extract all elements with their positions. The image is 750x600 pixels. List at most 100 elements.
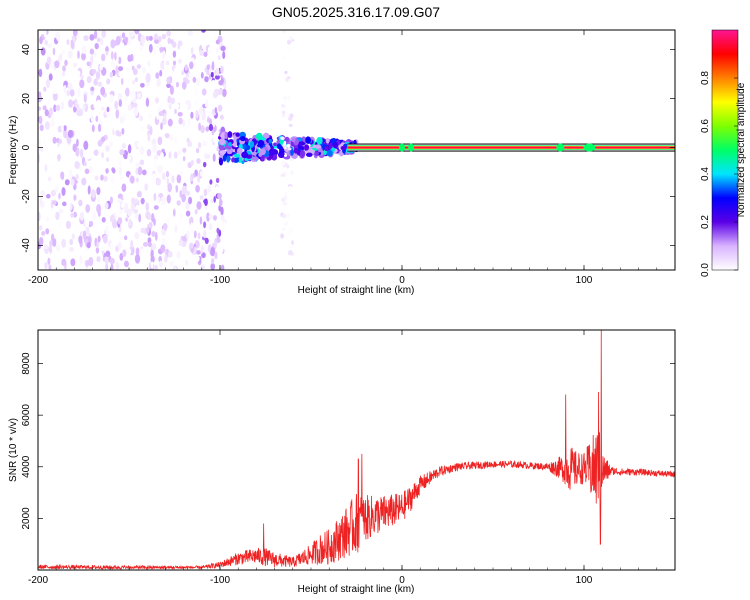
tone-band-layer <box>347 146 675 149</box>
spectrogram-y-tick-label: 40 <box>21 44 32 56</box>
heatmap-cell <box>281 103 284 108</box>
heatmap-cell <box>104 202 109 210</box>
heatmap-cell <box>190 111 194 119</box>
heatmap-cell <box>212 153 216 162</box>
heatmap-cell <box>100 245 105 251</box>
heatmap-cell <box>211 61 215 71</box>
heatmap-cell <box>211 32 216 40</box>
heatmap-cell <box>38 106 42 112</box>
heatmap-cell <box>70 258 76 267</box>
heatmap-cell <box>140 125 144 132</box>
heatmap-cell <box>38 146 44 152</box>
heatmap-cell <box>126 66 130 73</box>
heatmap-cell <box>95 247 100 254</box>
heatmap-cell <box>276 143 282 150</box>
heatmap-cell <box>69 89 75 97</box>
heatmap-cell <box>215 46 220 53</box>
heatmap-cell <box>61 258 67 267</box>
heatmap-cell <box>168 104 172 110</box>
heatmap-cell <box>285 260 290 265</box>
heatmap-cell <box>227 131 233 138</box>
heatmap-cell <box>104 256 110 265</box>
heatmap-cell <box>205 154 211 159</box>
heatmap-cell <box>290 148 294 156</box>
heatmap-cell <box>161 49 166 60</box>
heatmap-cell <box>43 86 47 92</box>
heatmap-cell <box>100 86 106 96</box>
heatmap-cell <box>204 204 208 210</box>
heatmap-cell <box>127 153 131 162</box>
heatmap-cell <box>59 120 66 127</box>
heatmap-cell <box>145 97 150 108</box>
spectrogram-y-tick-label: -40 <box>21 238 32 253</box>
heatmap-cell <box>145 73 151 83</box>
heatmap-cell <box>44 121 50 130</box>
heatmap-cell <box>260 154 265 162</box>
heatmap-cell <box>105 50 109 56</box>
heatmap-cell <box>105 225 109 236</box>
heatmap-cell <box>105 168 109 174</box>
heatmap-cell <box>73 211 78 218</box>
heatmap-cell <box>158 260 164 268</box>
colorbar-bar <box>711 29 739 271</box>
heatmap-cell <box>196 250 201 255</box>
heatmap-cell <box>130 90 136 100</box>
heatmap-cell <box>100 106 105 111</box>
heatmap-cell <box>138 213 142 223</box>
heatmap-cell <box>117 66 124 71</box>
heatmap-cell <box>178 239 184 247</box>
spectrogram-x-label: Height of straight line (km) <box>298 285 415 296</box>
heatmap-cell <box>288 250 293 256</box>
heatmap-cell <box>89 48 95 55</box>
heatmap-cell <box>201 88 207 96</box>
heatmap-cell <box>70 39 75 49</box>
heatmap-cell <box>314 151 320 156</box>
heatmap-cell <box>187 141 193 148</box>
heatmap-cell <box>233 153 241 158</box>
heatmap-cell <box>278 150 283 155</box>
heatmap-cell <box>83 35 89 41</box>
heatmap-cell <box>127 98 131 107</box>
heatmap-cell <box>50 120 56 128</box>
heatmap-cell <box>45 228 50 235</box>
heatmap-cell <box>148 112 152 119</box>
heatmap-cell <box>136 191 142 198</box>
heatmap-cell <box>219 114 224 120</box>
heatmap-cell <box>203 230 207 238</box>
heatmap-cell <box>218 204 222 212</box>
heatmap-cell <box>220 45 226 52</box>
heatmap-cell <box>178 117 183 125</box>
heatmap-cell <box>164 240 169 249</box>
heatmap-cell <box>223 221 227 229</box>
heatmap-cell <box>88 166 94 174</box>
heatmap-cell <box>190 159 194 166</box>
heatmap-cell <box>211 257 215 265</box>
heatmap-cell <box>95 71 101 80</box>
heatmap-cell <box>78 235 83 244</box>
heatmap-cell <box>157 136 163 146</box>
heatmap-cell <box>191 36 195 44</box>
heatmap-cell <box>162 172 166 181</box>
heatmap-cell <box>58 221 62 229</box>
heatmap-cell <box>222 154 227 162</box>
snr-plot-area <box>38 330 675 570</box>
heatmap-cell <box>40 190 46 197</box>
heatmap-cell <box>148 35 153 41</box>
heatmap-cell <box>95 115 99 122</box>
heatmap-cell <box>143 221 148 229</box>
heatmap-cell <box>282 213 287 219</box>
heatmap-cell <box>81 44 87 54</box>
heatmap-cell <box>122 249 127 257</box>
heatmap-cell <box>47 257 51 265</box>
heatmap-cell <box>166 177 170 185</box>
heatmap-cell <box>109 114 115 120</box>
heatmap-cell <box>77 50 80 60</box>
heatmap-cell <box>199 216 203 225</box>
heatmap-cell <box>93 149 99 156</box>
heatmap-cell <box>109 257 115 265</box>
heatmap-cell <box>86 242 91 249</box>
heatmap-cell <box>251 156 259 161</box>
heatmap-cell <box>280 173 285 177</box>
heatmap-cell <box>125 46 129 52</box>
heatmap-cell <box>187 30 193 36</box>
